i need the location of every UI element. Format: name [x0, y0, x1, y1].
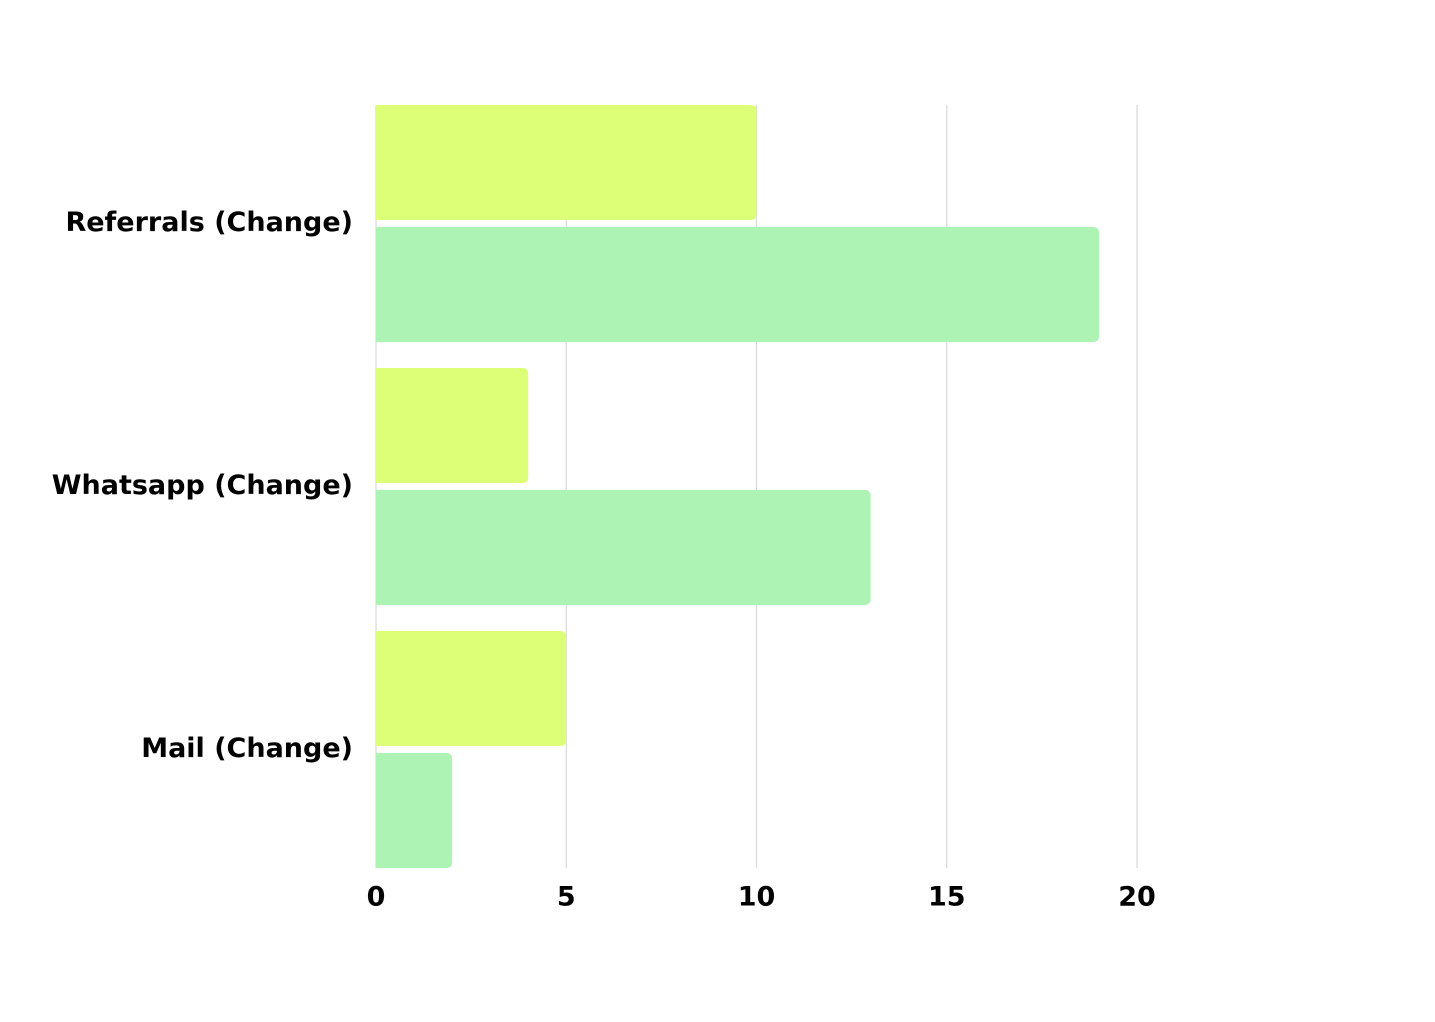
y-tick-label: Referrals (Change)	[65, 207, 353, 238]
x-tick-label: 5	[557, 882, 576, 913]
bar	[376, 227, 1099, 342]
x-tick-label: 0	[367, 882, 386, 913]
bar	[376, 105, 757, 220]
x-tick-label: 15	[928, 882, 966, 913]
y-tick-label: Whatsapp (Change)	[52, 470, 353, 501]
y-tick-label: Mail (Change)	[141, 733, 353, 764]
bar	[376, 753, 453, 868]
x-tick-label: 10	[738, 882, 776, 913]
bar	[376, 368, 529, 483]
bar	[376, 490, 871, 605]
bar	[376, 631, 567, 746]
x-tick-label: 20	[1118, 882, 1156, 913]
